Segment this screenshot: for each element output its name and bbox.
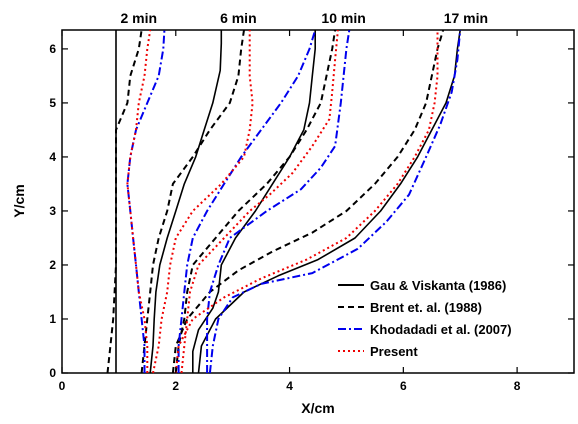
x-tick-label: 8 [514,379,521,393]
series-0-curve-1 [149,30,223,374]
legend-label-3: Present [370,344,418,359]
series-0-curve-2 [192,30,316,373]
y-axis-label: Y/cm [11,184,27,217]
time-annotation-0: 2 min [121,10,158,26]
y-tick-label: 1 [49,312,56,326]
series-1-curve-1 [140,29,245,374]
time-annotation-1: 6 min [220,10,257,26]
plot-frame [61,29,575,374]
x-axis-label: X/cm [301,400,334,416]
series-3-curve-2 [180,29,339,374]
legend: Gau & Viskanta (1986) Brent et. al. (1988… [338,278,512,359]
x-tick-label: 2 [172,379,179,393]
series-3-curve-0 [126,29,152,373]
x-tick-label: 0 [59,379,66,393]
series-2-curve-0 [126,29,166,373]
time-annotation-3: 17 min [444,10,488,26]
series-3-curve-3 [174,30,439,374]
series-1-curve-0 [106,29,143,374]
time-annotation-2: 10 min [321,10,365,26]
time-annotations: 2 min 6 min 10 min 17 min [121,10,489,26]
y-tick-label: 0 [49,366,56,380]
y-tick-label: 4 [49,150,56,164]
series-1-curve-3 [171,29,445,374]
x-tick-label: 6 [400,379,407,393]
legend-label-1: Brent et. al. (1988) [370,300,482,315]
y-tick-label: 3 [49,204,56,218]
legend-label-0: Gau & Viskanta (1986) [370,278,506,293]
series-2-curve-2 [206,29,351,373]
legend-label-2: Khodadadi et al. (2007) [370,322,512,337]
y-tick-label: 5 [49,96,56,110]
series-1-curve-2 [174,29,337,374]
curves-group [106,29,462,374]
axes-group: 0 2 4 6 8 0 1 2 3 4 5 6 [49,30,574,393]
series-2-curve-1 [177,29,317,373]
series-2-curve-3 [208,29,462,374]
y-tick-label: 2 [49,258,56,272]
x-tick-label: 4 [286,379,293,393]
y-tick-label: 6 [49,42,56,56]
series-3-curve-1 [152,30,254,374]
